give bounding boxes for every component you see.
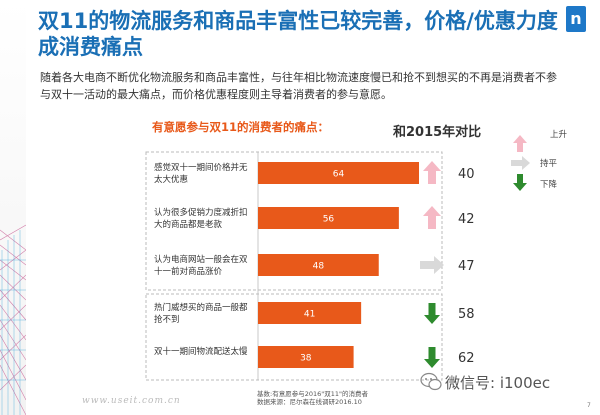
comparison-value: 42 [458, 212, 475, 227]
category-label-line: 认为电商网站一般会在双 [154, 254, 248, 265]
category-label-line: 双十一期间物流配送太慢 [154, 346, 248, 357]
bar [258, 302, 362, 324]
trend-flat-arrow [420, 256, 444, 274]
bar [258, 207, 399, 229]
bar [258, 162, 419, 184]
chart-title: 有意愿参与双11的消费者的痛点： [152, 120, 330, 134]
category-label-line: 太大优惠 [154, 174, 188, 185]
bar-value-label: 64 [333, 170, 345, 180]
wechat-id: 微信号: i100ec [445, 374, 551, 392]
highlight-box-bottom [145, 293, 443, 381]
category-label: 认为电商网站一般会在双十一前对商品涨价 [154, 254, 248, 277]
highlight-box-top [145, 151, 443, 291]
legend-label: 下降 [540, 179, 558, 190]
trend-down-arrow [424, 303, 440, 324]
category-label-line: 热门威想买的商品一般都 [154, 302, 248, 313]
category-label-line: 十一前对商品涨价 [154, 266, 223, 277]
trend-up-arrow [423, 206, 441, 229]
legend-label: 上升 [550, 129, 568, 140]
page-number: 7 [587, 402, 591, 409]
category-label: 双十一期间物流配送太慢 [154, 346, 248, 357]
trend-up-arrow [423, 161, 441, 184]
bar [258, 254, 379, 276]
comparison-value: 62 [458, 351, 475, 366]
category-label-line: 抢不到 [154, 314, 180, 325]
trend-down-arrow [424, 347, 440, 368]
comparison-value: 40 [458, 167, 475, 182]
source-line-base: 基数:有意愿参与2016"双11"的消费者 [257, 390, 368, 398]
comparison-value: 47 [458, 259, 475, 274]
intro-text: 随着各大电商不断优化物流服务和商品丰富性，与往年相比物流速度慢已和抢不到想买的不… [40, 71, 557, 101]
brand-logo: n [566, 6, 586, 32]
site-watermark: www.useit.com.cn [82, 396, 181, 406]
category-label: 认为很多促销力度减折扣大的商品都是老款 [154, 207, 248, 230]
comparison-value: 58 [458, 307, 475, 322]
bar-value-label: 38 [300, 354, 312, 364]
source-note: 基数:有意愿参与2016"双11"的消费者 数据来源：尼尔森在线调研2016.1… [257, 390, 368, 406]
category-label: 热门威想买的商品一般都抢不到 [154, 302, 248, 325]
wechat-icon [420, 372, 442, 391]
bar-value-label: 56 [323, 215, 335, 225]
legend-label: 持平 [540, 158, 558, 169]
legend-down-arrow [513, 174, 527, 191]
source-line-data: 数据来源：尼尔森在线调研2016.10 [257, 398, 362, 406]
bar [258, 346, 354, 368]
category-label-line: 大的商品都是老款 [154, 219, 223, 230]
category-label: 感觉双十一期间价格并无太大优惠 [154, 162, 248, 185]
bar-value-label: 41 [304, 310, 315, 320]
legend-flat-arrow [511, 156, 530, 170]
comparison-title: 和2015年对比 [393, 125, 482, 140]
bar-value-label: 48 [313, 262, 325, 272]
wireframe-decoration [0, 224, 26, 415]
side-decoration-strip [0, 0, 26, 415]
page-title: 双11的物流服务和商品丰富性已较完善，价格/优惠力度成消费痛点 [38, 9, 558, 59]
category-label-line: 感觉双十一期间价格并无 [154, 162, 248, 173]
legend-up-arrow [513, 135, 527, 152]
category-label-line: 认为很多促销力度减折扣 [154, 207, 248, 218]
